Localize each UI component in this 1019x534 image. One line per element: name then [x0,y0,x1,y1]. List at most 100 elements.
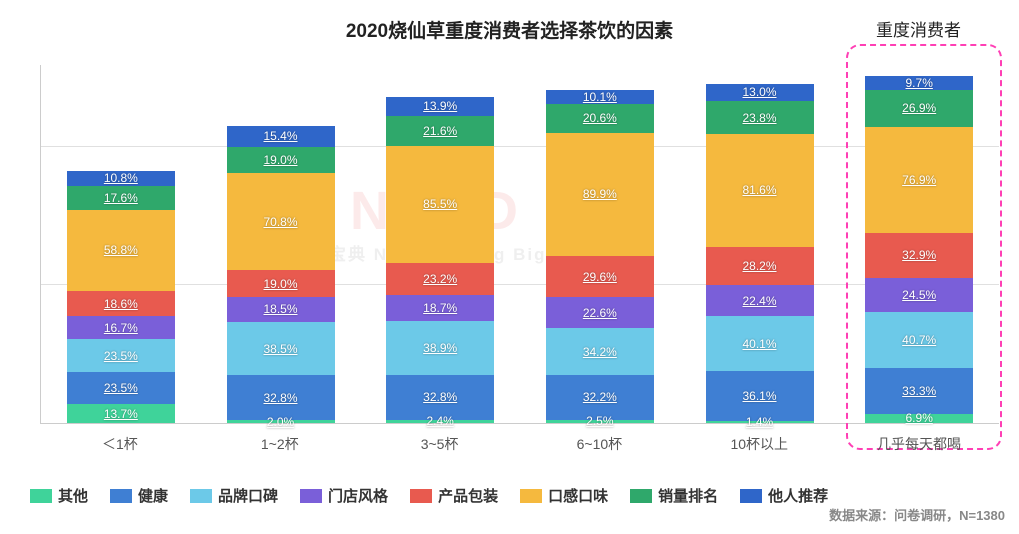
legend-item: 销量排名 [630,485,718,506]
segment-label: 21.6% [423,124,457,138]
heavy-consumer-annotation: 重度消费者 [876,16,961,41]
legend-label: 品牌口碑 [218,485,278,506]
chart-container: 2020烧仙草重度消费者选择茶饮的因素 重度消费者 NCBD 餐宝典 New C… [10,10,1009,524]
bar: 13.9% 21.6% 85.5% 23.2% 18.7% 38.9% 32.8% 2.4% [386,65,494,423]
bar-segment: 2.4% [386,420,494,423]
bar-segment: 58.8% [67,210,175,291]
segment-label: 13.7% [104,407,138,421]
bar-segment: 89.9% [546,133,654,257]
segment-label: 32.9% [902,248,936,262]
segment-label: 36.1% [743,389,777,403]
bar-segment: 32.2% [546,375,654,419]
bar-segment: 20.6% [546,104,654,132]
segment-label: 70.8% [263,215,297,229]
bar-segment: 15.4% [227,126,335,147]
segment-label: 13.9% [423,99,457,113]
bar-segment: 34.2% [546,328,654,375]
segment-label: 19.0% [263,277,297,291]
segment-label: 40.7% [902,333,936,347]
legend-swatch [520,489,542,503]
source-text: 数据来源：问卷调研，N=1380 [829,505,1005,524]
legend-label: 产品包装 [438,485,498,506]
bar-segment: 81.6% [706,134,814,246]
bar-segment: 18.5% [227,297,335,322]
legend: 其他健康品牌口碑门店风格产品包装口感口味销量排名他人推荐 [30,485,999,506]
legend-swatch [630,489,652,503]
bar-column: 15.4%19.0%70.8%19.0%18.5%38.5%32.8%2.0% [201,65,361,423]
segment-label: 23.8% [743,111,777,125]
bar-segment: 32.8% [227,375,335,420]
segment-label: 6.9% [906,411,933,425]
segment-label: 32.8% [423,390,457,404]
bar-column: 10.8%17.6%58.8%18.6%16.7%23.5%23.5%13.7% [41,65,201,423]
segment-label: 81.6% [743,183,777,197]
legend-item: 其他 [30,485,88,506]
bar-column: 13.9% 21.6% 85.5% 23.2% 18.7% 38.9% 32.8% 2.4% [360,65,520,423]
segment-label: 28.2% [743,259,777,273]
bar-segment: 38.9% [386,321,494,375]
legend-item: 品牌口碑 [190,485,278,506]
segment-label: 29.6% [583,270,617,284]
bar-segment: 36.1% [706,371,814,421]
bar-segment: 38.5% [227,322,335,375]
legend-item: 他人推荐 [740,485,828,506]
x-label: 6~10杯 [519,434,679,454]
bar: 15.4%19.0%70.8%19.0%18.5%38.5%32.8%2.0% [227,65,335,423]
segment-label: 10.8% [104,171,138,185]
bar-column: 13.0% 23.8% 81.6% 28.2% 22.4% 40.1% 36.1% 1.4% [680,65,840,423]
plot-area: 10.8%17.6%58.8%18.6%16.7%23.5%23.5%13.7%… [40,65,999,424]
segment-label: 23.5% [104,349,138,363]
segment-label: 18.6% [104,297,138,311]
segment-label: 22.6% [583,306,617,320]
bar-segment: 40.1% [706,316,814,371]
chart-title: 2020烧仙草重度消费者选择茶饮的因素 [10,16,1009,43]
x-label: ＜1杯 [40,434,200,454]
bar-segment: 13.0% [706,84,814,102]
bar-segment: 23.8% [706,101,814,134]
segment-label: 15.4% [263,129,297,143]
segment-label: 38.5% [263,342,297,356]
bar-segment: 1.4% [706,421,814,423]
legend-label: 健康 [138,485,168,506]
legend-swatch [300,489,322,503]
bar-segment: 9.7% [865,76,973,89]
segment-label: 24.5% [902,288,936,302]
bars-group: 10.8%17.6%58.8%18.6%16.7%23.5%23.5%13.7%… [41,65,999,423]
bar-segment: 16.7% [67,316,175,339]
segment-label: 9.7% [906,76,933,90]
bar-segment: 23.2% [386,263,494,295]
segment-label: 10.1% [583,90,617,104]
bar: 13.0% 23.8% 81.6% 28.2% 22.4% 40.1% 36.1% 1.4% [706,65,814,423]
x-label: 几乎每天都喝 [839,434,999,454]
bar-segment: 26.9% [865,90,973,127]
bar-segment: 23.5% [67,372,175,404]
bar-segment: 32.8% [386,375,494,420]
legend-item: 口感口味 [520,485,608,506]
segment-label: 32.2% [583,390,617,404]
bar-segment: 10.8% [67,171,175,186]
bar-segment: 24.5% [865,278,973,312]
bar-column: 9.7%26.9%76.9% 32.9% 24.5% 40.7% 33.3%6.9% [839,65,999,423]
bar-segment: 40.7% [865,312,973,368]
segment-label: 19.0% [263,153,297,167]
legend-label: 其他 [58,485,88,506]
bar-segment: 76.9% [865,127,973,233]
segment-label: 22.4% [743,294,777,308]
bar-segment: 13.7% [67,404,175,423]
bar-segment: 29.6% [546,256,654,297]
bar-segment: 70.8% [227,173,335,270]
bar-segment: 33.3% [865,368,973,414]
bar-segment: 28.2% [706,247,814,286]
bar-segment: 18.7% [386,295,494,321]
bar-segment: 85.5% [386,146,494,264]
bar-segment: 19.0% [227,270,335,296]
segment-label: 18.7% [423,301,457,315]
bar: 10.1%20.6%89.9% 29.6% 22.6% 34.2% 32.2% 2.5% [546,65,654,423]
legend-swatch [740,489,762,503]
bar-segment: 2.5% [546,420,654,423]
segment-label: 23.2% [423,272,457,286]
segment-label: 34.2% [583,345,617,359]
bar-segment: 10.1% [546,90,654,104]
bar-segment: 6.9% [865,414,973,424]
legend-label: 口感口味 [548,485,608,506]
